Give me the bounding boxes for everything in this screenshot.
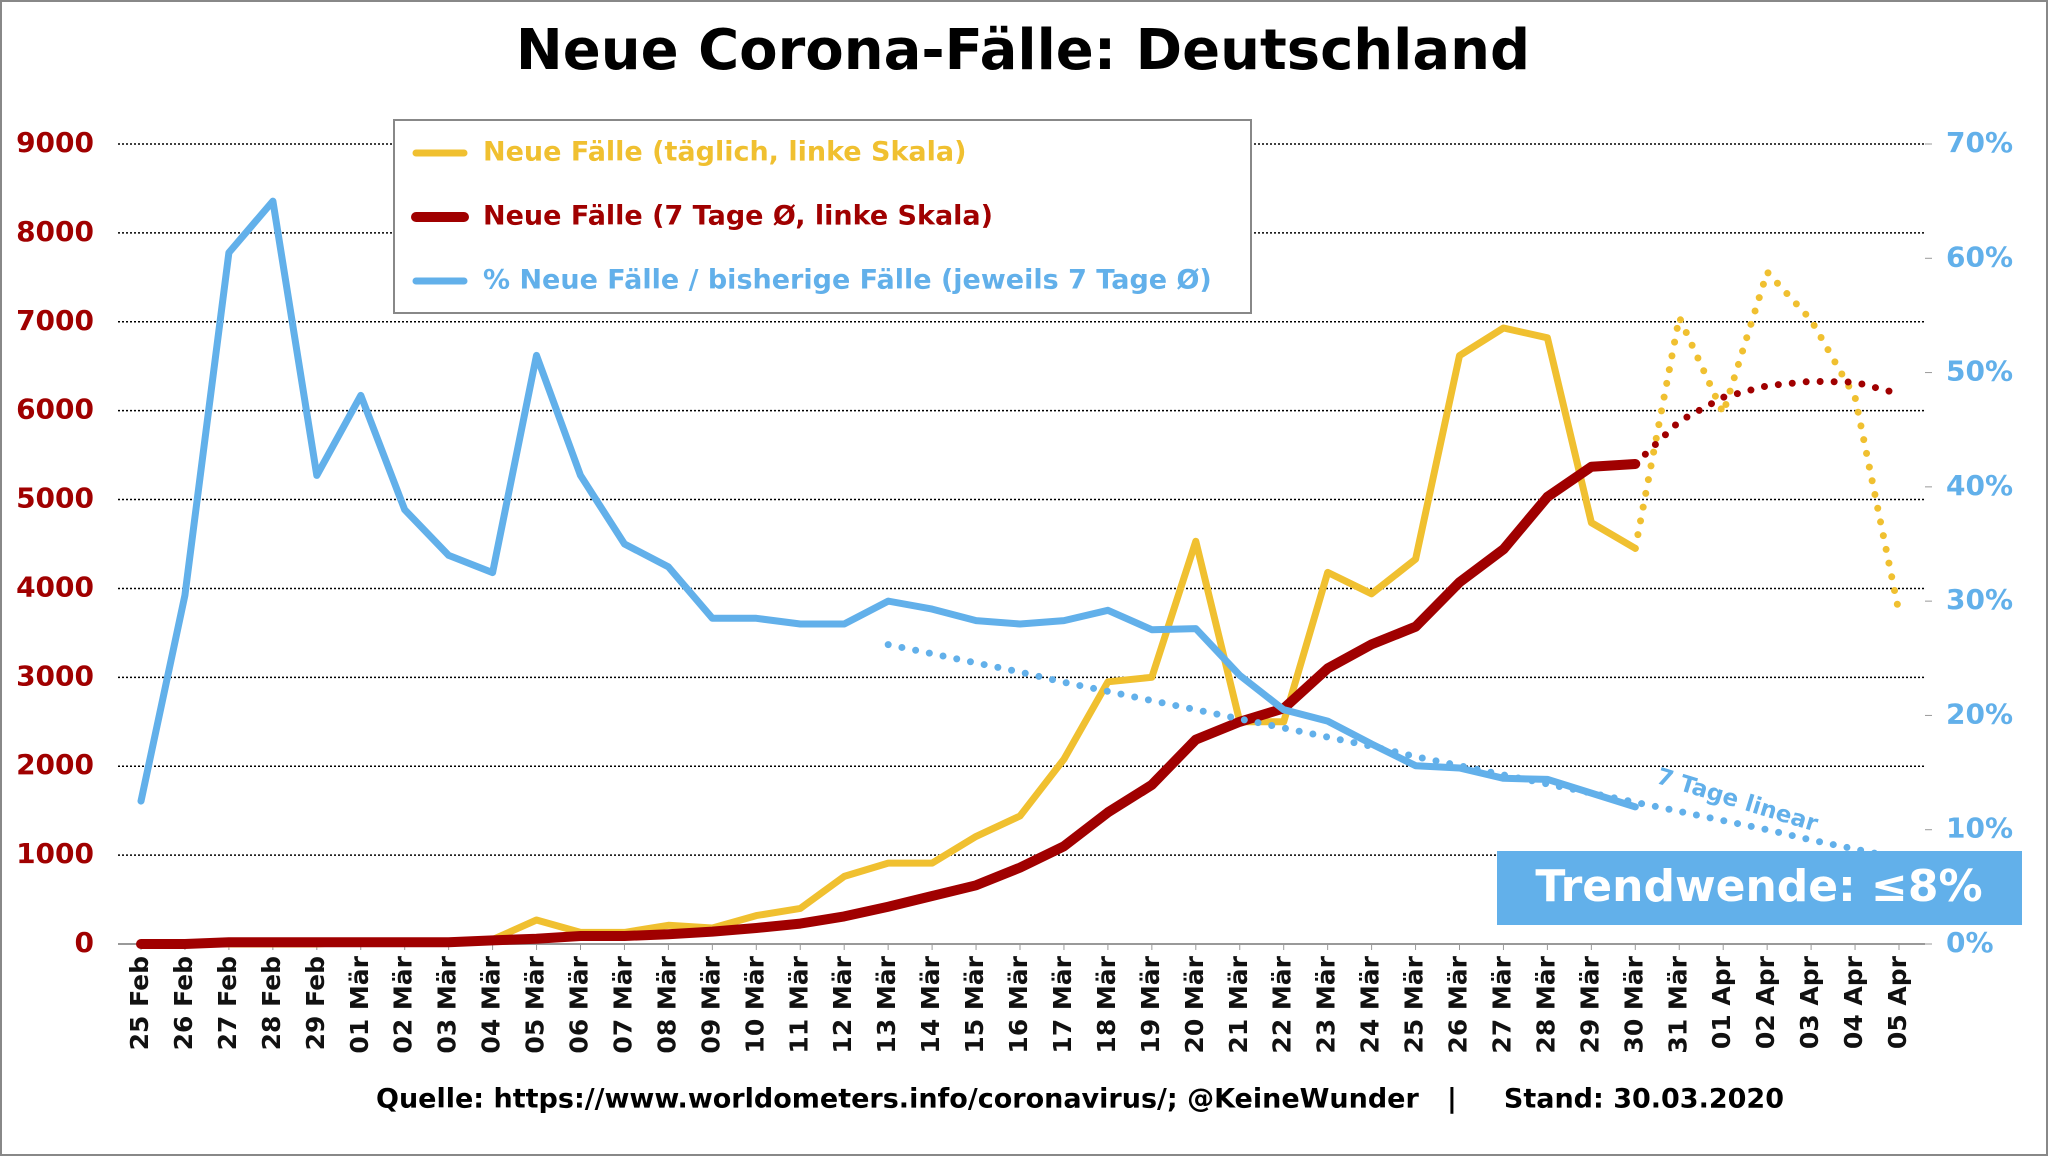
y-tick-label: 3000 (16, 659, 94, 692)
y2-tick-label: 20% (1946, 697, 2013, 730)
x-tick-label: 01 Mär (345, 955, 374, 1053)
y-tick-label: 8000 (16, 215, 94, 248)
y-tick-label: 1000 (16, 837, 94, 870)
x-tick-label: 29 Feb (301, 956, 330, 1050)
x-tick-label: 27 Mär (1487, 955, 1516, 1053)
x-tick-label: 25 Mär (1400, 955, 1429, 1053)
x-tick-label: 30 Mär (1619, 955, 1648, 1053)
series-line (884, 641, 1903, 862)
x-tick-label: 12 Mär (828, 955, 857, 1053)
x-tick-label: 25 Feb (125, 956, 154, 1050)
x-tick-label: 29 Mär (1575, 955, 1604, 1053)
x-tick-label: 24 Mär (1356, 955, 1385, 1053)
x-tick-label: 08 Mär (652, 955, 681, 1053)
x-tick-label: 16 Mär (1004, 955, 1033, 1053)
x-tick-label: 28 Mär (1531, 955, 1560, 1053)
annotation: Trendwende: ≤8% (1535, 861, 1982, 912)
x-tick-label: 11 Mär (784, 955, 813, 1053)
x-tick-label: 31 Mär (1663, 955, 1692, 1053)
x-tick-label: 04 Apr (1839, 955, 1868, 1049)
x-tick-label: 01 Apr (1707, 955, 1736, 1049)
x-tick-label: 13 Mär (872, 955, 901, 1053)
x-tick-label: 09 Mär (696, 955, 725, 1053)
x-tick-label: 02 Mär (389, 955, 418, 1053)
legend-label: Neue Fälle (7 Tage Ø, linke Skala) (483, 201, 993, 232)
x-tick-label: 27 Feb (213, 956, 242, 1050)
source: Quelle: https://www.worldometers.info/co… (376, 1084, 1784, 1115)
x-tick-label: 15 Mär (960, 955, 989, 1053)
x-tick-label: 26 Feb (169, 956, 198, 1050)
y-tick-label: 2000 (16, 748, 94, 781)
x-tick-label: 10 Mär (740, 955, 769, 1053)
x-tick-label: 03 Apr (1795, 955, 1824, 1049)
x-tick-label: 14 Mär (916, 955, 945, 1053)
y-tick-label: 6000 (16, 393, 94, 426)
x-tick-label: 03 Mär (433, 955, 462, 1053)
y2-tick-label: 60% (1946, 240, 2013, 273)
legend-label: % Neue Fälle / bisherige Fälle (jeweils … (483, 265, 1212, 296)
x-tick-label: 17 Mär (1048, 955, 1077, 1053)
series-line (1631, 268, 1903, 616)
legend-box (393, 119, 1252, 314)
y2-tick-label: 40% (1946, 469, 2013, 502)
x-tick-label: 26 Mär (1444, 955, 1473, 1053)
x-tick-label: 20 Mär (1180, 955, 1209, 1053)
x-tick-label: 02 Apr (1751, 955, 1780, 1049)
x-tick-label: 22 Mär (1268, 955, 1297, 1053)
y-tick-label: 5000 (16, 482, 94, 515)
x-tick-label: 05 Mär (521, 955, 550, 1053)
y-tick-label: 9000 (16, 126, 94, 159)
y-tick-label: 4000 (16, 570, 94, 603)
y-tick-label: 0 (75, 926, 94, 959)
series-line (1631, 377, 1903, 468)
y2-tick-label: 0% (1946, 926, 1994, 959)
x-tick-label: 05 Apr (1883, 955, 1912, 1049)
x-tick-label: 06 Mär (565, 955, 594, 1053)
y2-tick-label: 30% (1946, 583, 2013, 616)
legend-label: Neue Fälle (täglich, linke Skala) (483, 137, 966, 168)
x-tick-label: 19 Mär (1136, 955, 1165, 1053)
annotation-box (1497, 851, 2022, 925)
x-tick-label: 23 Mär (1312, 955, 1341, 1053)
x-tick-label: 04 Mär (477, 955, 506, 1053)
y2-tick-label: 10% (1946, 812, 2013, 845)
y2-tick-label: 70% (1946, 126, 2013, 159)
series-line (137, 197, 1639, 811)
series-line (136, 459, 1641, 949)
x-tick-label: 21 Mär (1224, 955, 1253, 1053)
y2-tick-label: 50% (1946, 355, 2013, 388)
x-tick-label: 18 Mär (1092, 955, 1121, 1053)
x-tick-label: 07 Mär (608, 955, 637, 1053)
y-tick-label: 7000 (16, 304, 94, 337)
x-tick-label: 28 Feb (257, 956, 286, 1050)
chart-title: Neue Corona-Fälle: Deutschland (516, 18, 1530, 83)
